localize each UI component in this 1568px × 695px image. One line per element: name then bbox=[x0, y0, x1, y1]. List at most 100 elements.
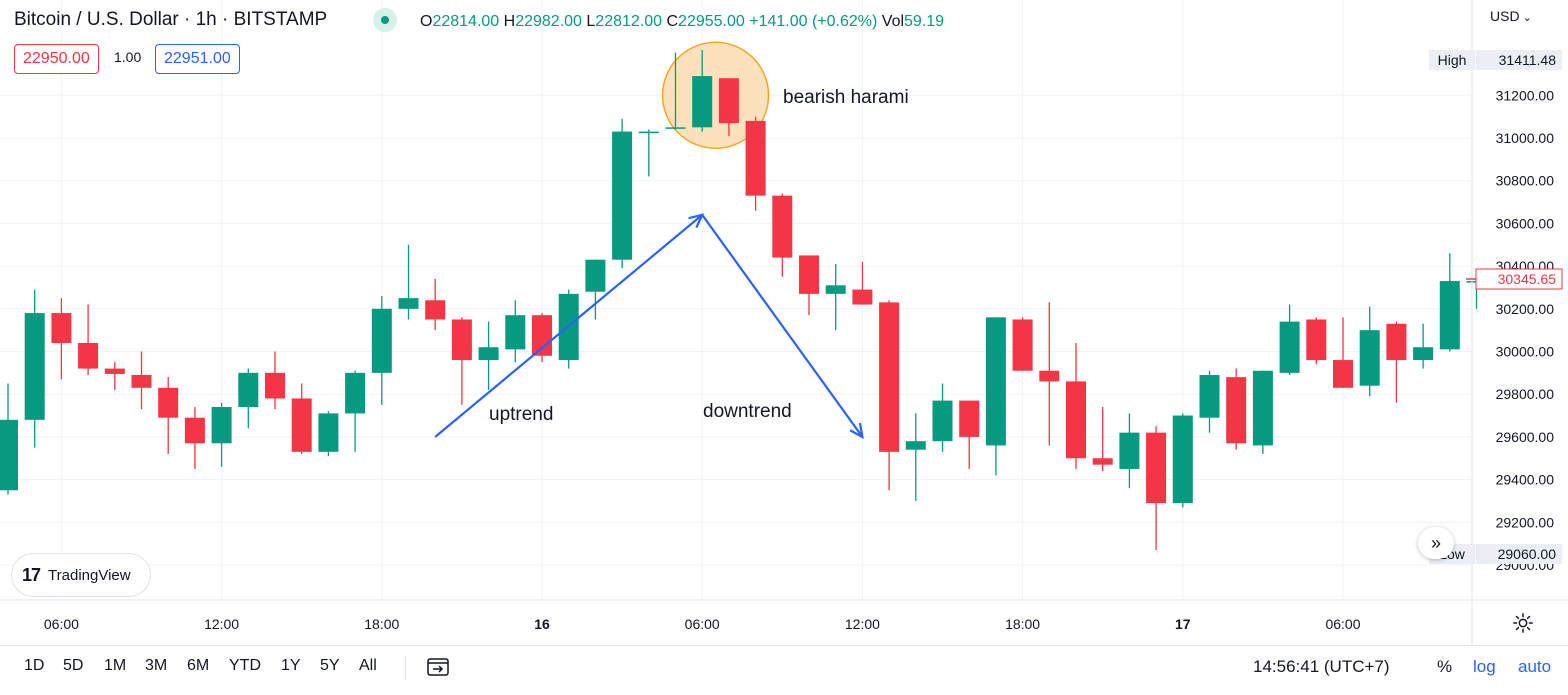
candle bbox=[558, 289, 579, 369]
annotation-layer: uptrend downtrend bearish harami bbox=[434, 87, 909, 439]
auto-scale-toggle[interactable]: auto bbox=[1518, 657, 1552, 676]
close-value: 22955.00 bbox=[678, 13, 745, 30]
change-value: +141.00 (+0.62%) bbox=[749, 13, 878, 30]
candle bbox=[1119, 413, 1140, 489]
currency-selector[interactable]: USD ⌄ bbox=[1490, 8, 1532, 24]
candle bbox=[1386, 321, 1407, 403]
candle-body bbox=[612, 131, 633, 260]
bearish-harami-label: bearish harami bbox=[783, 87, 909, 108]
time-tick-label: 12:00 bbox=[204, 616, 239, 632]
time-axis[interactable]: 06:00 12:00 18:00 16 06:00 12:00 18:00 17 06:00 bbox=[0, 599, 1568, 632]
candle bbox=[318, 411, 339, 457]
go-to-date-icon[interactable] bbox=[426, 656, 450, 678]
quantity-label[interactable]: 1.00 bbox=[114, 49, 142, 65]
candle-body bbox=[345, 372, 366, 414]
candle-body bbox=[959, 400, 980, 437]
candle-body bbox=[425, 300, 446, 320]
candle-body bbox=[772, 195, 793, 258]
candle-body bbox=[1172, 415, 1193, 504]
price-marker-value: 31411.48 bbox=[1499, 52, 1557, 68]
range-button-5y[interactable]: 5Y bbox=[320, 657, 340, 674]
currency-label: USD bbox=[1490, 8, 1520, 24]
candle bbox=[532, 313, 552, 363]
buy-button[interactable]: 22951.00 bbox=[155, 44, 240, 74]
tradingview-logo[interactable]: 17 TradingView bbox=[12, 554, 150, 596]
candle bbox=[371, 295, 392, 405]
price-tick-label: 29400.00 bbox=[1496, 472, 1555, 488]
time-tick-label: 18:00 bbox=[1005, 616, 1040, 632]
candle-body bbox=[1066, 381, 1086, 459]
price-axis[interactable]: 29000.0029200.0029400.0029600.0029800.00… bbox=[1429, 0, 1563, 645]
candle-body bbox=[1012, 319, 1033, 371]
candle-body bbox=[1333, 360, 1353, 388]
candle bbox=[905, 413, 926, 501]
candle-body bbox=[879, 302, 900, 452]
candle-body bbox=[665, 127, 686, 129]
candle-body bbox=[1226, 377, 1247, 444]
candle-body bbox=[24, 313, 45, 420]
candle bbox=[1359, 306, 1380, 397]
candle-body bbox=[291, 398, 312, 452]
price-tick-label: 29800.00 bbox=[1496, 386, 1555, 402]
candle-body bbox=[318, 413, 339, 452]
candle-body bbox=[1039, 370, 1060, 382]
candle bbox=[1172, 413, 1193, 508]
candle bbox=[24, 289, 45, 448]
range-button-all[interactable]: All bbox=[359, 657, 377, 674]
candle-body bbox=[1279, 321, 1300, 373]
symbol-title[interactable]: Bitcoin / U.S. Dollar · 1h · BITSTAMP bbox=[14, 9, 328, 30]
log-scale-toggle[interactable]: log bbox=[1473, 657, 1496, 676]
market-status-icon[interactable] bbox=[373, 8, 397, 32]
candle-body bbox=[692, 76, 713, 128]
candle bbox=[665, 52, 686, 130]
uptrend-label: uptrend bbox=[489, 404, 553, 425]
candles-layer bbox=[0, 50, 1487, 551]
candle-body bbox=[1439, 281, 1460, 350]
price-marker-tag: High bbox=[1438, 52, 1467, 68]
candle bbox=[692, 50, 713, 132]
candle bbox=[51, 298, 72, 380]
candle bbox=[1226, 368, 1247, 450]
range-button-1y[interactable]: 1Y bbox=[281, 657, 301, 674]
candle bbox=[1066, 342, 1086, 469]
high-label: H bbox=[503, 13, 516, 30]
range-button-6m[interactable]: 6M bbox=[187, 657, 210, 674]
candle bbox=[1146, 426, 1167, 551]
candle bbox=[398, 244, 419, 320]
candle-body bbox=[825, 285, 846, 294]
time-tick-label: 18:00 bbox=[364, 616, 399, 632]
trend-arrow-line bbox=[434, 214, 703, 438]
bottom-toolbar bbox=[0, 645, 1568, 694]
price-tick-label: 30200.00 bbox=[1496, 301, 1555, 317]
candle bbox=[211, 402, 232, 467]
price-chart[interactable]: uptrend downtrend bearish harami 06:00 12:0… bbox=[0, 0, 1568, 645]
price-marker: 30345.65 bbox=[1475, 268, 1563, 290]
timezone-clock[interactable]: 14:56:41 (UTC+7) bbox=[1253, 657, 1390, 676]
range-button-1m[interactable]: 1M bbox=[104, 657, 127, 674]
time-tick-label: 06:00 bbox=[685, 616, 720, 632]
candle bbox=[718, 78, 739, 136]
candle-body bbox=[265, 372, 285, 399]
range-button-5d[interactable]: 5D bbox=[63, 657, 84, 674]
trend-arrow-line bbox=[701, 214, 864, 438]
tradingview-mark-icon: 17 bbox=[22, 564, 41, 585]
candle bbox=[1333, 317, 1353, 388]
candle bbox=[879, 300, 900, 491]
scroll-to-realtime-button[interactable]: » bbox=[1418, 527, 1454, 559]
candle-body bbox=[1119, 432, 1140, 469]
range-button-3m[interactable]: 3M bbox=[145, 657, 168, 674]
range-button-ytd[interactable]: YTD bbox=[229, 657, 261, 674]
candle-body bbox=[1092, 458, 1113, 465]
time-tick-label: 17 bbox=[1175, 616, 1191, 632]
candle-body bbox=[131, 374, 152, 388]
percent-scale-toggle[interactable]: % bbox=[1437, 657, 1453, 676]
settings-gear-icon[interactable] bbox=[1512, 612, 1534, 634]
candle bbox=[1306, 317, 1327, 365]
candle-body bbox=[1306, 319, 1327, 361]
candle bbox=[104, 362, 125, 390]
candle bbox=[852, 261, 873, 305]
sell-button[interactable]: 22950.00 bbox=[14, 44, 99, 74]
candle bbox=[131, 351, 152, 410]
range-button-1d[interactable]: 1D bbox=[24, 657, 45, 674]
price-tick-label: 29200.00 bbox=[1496, 514, 1555, 530]
